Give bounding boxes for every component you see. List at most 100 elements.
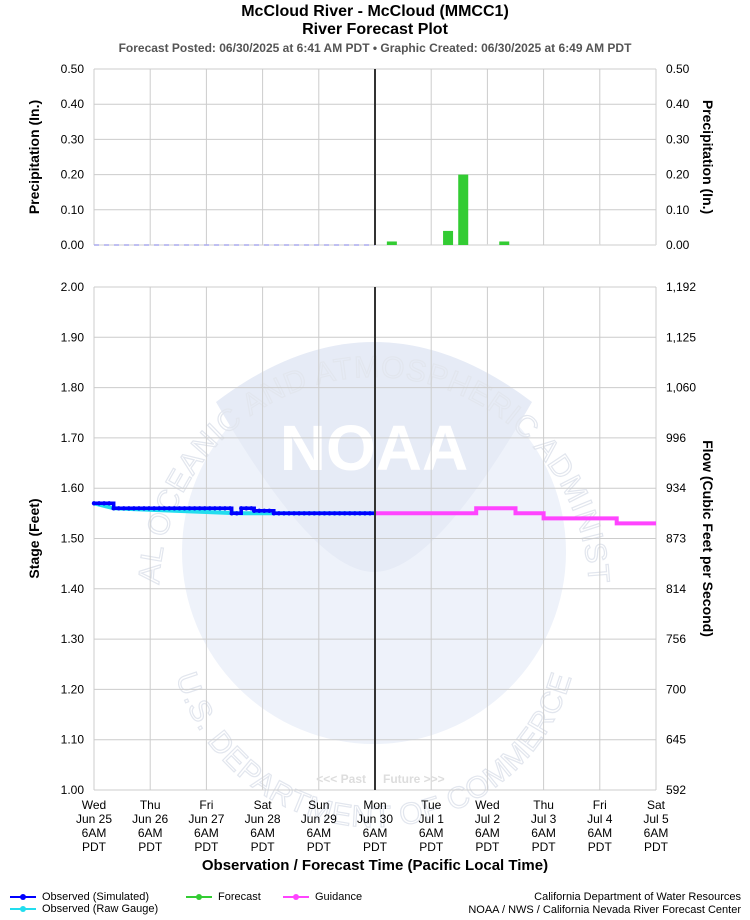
- series-point-observed-simulated: [367, 511, 373, 516]
- series-point-observed-simulated: [177, 506, 182, 511]
- series-point-observed-simulated: [291, 511, 297, 516]
- precip-right-tick-label: 0.10: [666, 203, 690, 217]
- x-tick-label: Jun 30: [357, 812, 393, 826]
- flow-right-tick-label: 1,125: [666, 330, 696, 344]
- stage-left-axis-title: Stage (Feet): [26, 498, 42, 578]
- series-point-observed-simulated: [202, 506, 207, 511]
- series-point-observed-simulated: [229, 511, 234, 516]
- legend-swatch-guidance: [283, 894, 309, 901]
- x-tick-label: PDT: [532, 840, 557, 854]
- x-tick-label: PDT: [82, 840, 107, 854]
- legend-swatch-forecast: [186, 894, 212, 901]
- series-point-observed-simulated: [101, 501, 107, 506]
- stage-left-tick-label: 1.70: [61, 431, 85, 445]
- legend-item-forecast: Forecast: [186, 891, 261, 903]
- series-point-observed-simulated: [257, 508, 262, 514]
- series-point-observed-simulated: [276, 511, 282, 516]
- x-tick-label: 6AM: [82, 826, 107, 840]
- x-tick-label: Jul 2: [475, 812, 501, 826]
- series-point-observed-simulated: [327, 511, 332, 516]
- precip-forecast-bar: [443, 230, 454, 245]
- precip-left-tick-label: 0.50: [61, 62, 85, 76]
- x-tick-label: Jul 1: [419, 812, 445, 826]
- series-point-observed-simulated: [146, 506, 152, 511]
- legend-label-guidance: Guidance: [315, 891, 363, 903]
- x-tick-label: 6AM: [363, 826, 388, 840]
- noaa-watermark-logo: NOAANATIONAL OCEANIC AND ATMOSPHERIC ADM…: [0, 0, 615, 835]
- flow-right-tick-label: 1,192: [666, 280, 696, 294]
- x-tick-label: 6AM: [531, 826, 556, 840]
- precip-right-tick-label: 0.20: [666, 168, 690, 182]
- series-point-observed-simulated: [244, 506, 249, 511]
- stage-left-tick-label: 2.00: [61, 280, 85, 294]
- series-point-observed-simulated: [212, 506, 218, 511]
- series-point-observed-simulated: [332, 511, 337, 516]
- precip-right-tick-label: 0.30: [666, 132, 690, 146]
- chart-title: McCloud River - McCloud (MMCC1): [241, 3, 509, 20]
- precip-left-tick-label: 0.30: [61, 132, 85, 146]
- x-tick-label: PDT: [419, 840, 444, 854]
- legend-label-forecast: Forecast: [218, 891, 261, 903]
- stage-left-tick-label: 1.40: [61, 582, 85, 596]
- series-point-observed-simulated: [249, 506, 254, 511]
- series-point-observed-simulated: [222, 506, 228, 511]
- series-point-observed-simulated: [286, 511, 292, 516]
- x-tick-label: Jul 3: [531, 812, 557, 826]
- stage-left-tick-label: 1.50: [61, 532, 85, 546]
- series-point-observed-simulated: [307, 511, 312, 516]
- series-point-observed-simulated: [267, 508, 272, 514]
- precip-left-tick-label: 0.20: [61, 168, 85, 182]
- x-tick-label: Sun: [308, 798, 329, 812]
- series-point-observed-simulated: [131, 506, 137, 511]
- series-point-observed-simulated: [182, 506, 187, 511]
- series-point-observed-simulated: [251, 508, 257, 514]
- legend-item-guidance: Guidance: [283, 891, 362, 903]
- axis-labels: 0.00 0.00 0.10 0.10 0.20 0.20 0.30 0.30 0.40 0.40…: [26, 62, 716, 874]
- legend-label-observed-raw: Observed (Raw Gauge): [42, 903, 159, 915]
- stage-marks: [91, 287, 656, 790]
- x-tick-label: Jul 4: [587, 812, 613, 826]
- series-point-observed-simulated: [234, 511, 239, 516]
- series-point-observed-simulated: [121, 506, 126, 511]
- x-tick-label: Wed: [475, 798, 499, 812]
- precip-left-tick-label: 0.40: [61, 97, 85, 111]
- credit-cnrfc: NOAA / NWS / California Nevada River For…: [468, 904, 741, 916]
- x-tick-label: PDT: [251, 840, 276, 854]
- series-point-observed-simulated: [141, 506, 147, 511]
- x-tick-label: Thu: [140, 798, 161, 812]
- x-tick-label: Jun 27: [188, 812, 224, 826]
- flow-right-tick-label: 700: [666, 682, 686, 696]
- x-tick-label: PDT: [138, 840, 163, 854]
- x-tick-label: Jun 28: [245, 812, 281, 826]
- stage-left-tick-label: 1.80: [61, 381, 85, 395]
- x-tick-label: 6AM: [250, 826, 275, 840]
- x-tick-label: PDT: [588, 840, 613, 854]
- x-tick-label: Sat: [254, 798, 273, 812]
- flow-right-tick-label: 1,060: [666, 381, 696, 395]
- series-point-observed-simulated: [162, 506, 167, 511]
- series-point-observed-simulated: [312, 511, 317, 516]
- precip-forecast-bar: [386, 241, 397, 245]
- stage-left-tick-label: 1.60: [61, 481, 85, 495]
- stage-left-tick-label: 1.30: [61, 632, 85, 646]
- legend-label-observed-simulated: Observed (Simulated): [42, 891, 149, 903]
- x-tick-label: Jun 25: [76, 812, 112, 826]
- series-point-observed-simulated: [167, 506, 172, 511]
- x-tick-label: Jun 29: [301, 812, 337, 826]
- x-tick-label: Wed: [82, 798, 106, 812]
- precip-left-axis-title: Precipitation (In.): [26, 100, 42, 214]
- series-point-observed-simulated: [207, 506, 212, 511]
- legend-item-observed-raw: Observed (Raw Gauge): [10, 903, 158, 915]
- precipitation-marks: [94, 69, 656, 246]
- series-point-observed-simulated: [239, 506, 244, 511]
- series-point-observed-simulated: [322, 511, 327, 516]
- series-point-observed-simulated: [126, 506, 132, 511]
- x-tick-label: 6AM: [194, 826, 219, 840]
- x-tick-label: Sat: [647, 798, 666, 812]
- series-point-observed-simulated: [227, 506, 233, 511]
- series-point-observed-simulated: [116, 506, 121, 511]
- precip-left-tick-label: 0.00: [61, 238, 85, 252]
- x-tick-label: 6AM: [306, 826, 331, 840]
- series-point-observed-simulated: [362, 511, 368, 516]
- flow-right-tick-label: 645: [666, 733, 686, 747]
